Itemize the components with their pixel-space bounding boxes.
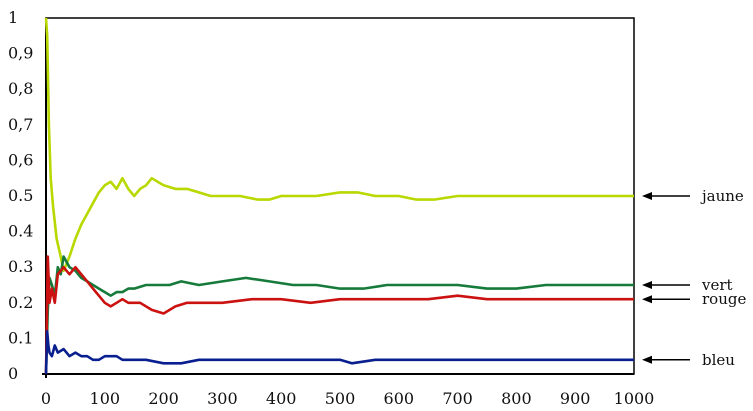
annotation-bleu: bleu [642, 351, 735, 369]
y-tick-label: 0,7 [8, 115, 33, 134]
annotation-rouge: rouge [642, 290, 746, 308]
x-tick-label: 600 [384, 389, 415, 408]
annotation-label: bleu [702, 351, 735, 369]
x-tick-label: 1000 [614, 389, 655, 408]
x-tick-label: 500 [325, 389, 356, 408]
annotation-arrowhead [642, 192, 652, 200]
y-tick-label: 0.5 [8, 186, 33, 205]
annotation-arrowhead [642, 281, 652, 289]
x-tick-label: 100 [90, 389, 121, 408]
x-tick-label: 200 [148, 389, 179, 408]
x-tick-label: 400 [266, 389, 297, 408]
y-tick-label: 0.2 [8, 293, 33, 312]
y-tick-label: 0.4 [8, 222, 33, 241]
y-tick-label: 0 [8, 364, 18, 383]
series-annotations: jaunevertrougebleu [642, 187, 746, 369]
y-tick-label: 0.1 [8, 328, 33, 347]
annotation-arrowhead [642, 295, 652, 303]
axes [42, 18, 634, 378]
annotation-label: jaune [700, 187, 744, 205]
y-tick-label: 0,8 [8, 79, 33, 98]
annotation-jaune: jaune [642, 187, 744, 205]
annotation-arrowhead [642, 356, 652, 364]
x-tick-label: 900 [560, 389, 591, 408]
x-tick-label: 300 [207, 389, 238, 408]
x-tick-label: 700 [442, 389, 473, 408]
x-tick-label: 800 [501, 389, 532, 408]
y-tick-label: 1 [8, 8, 18, 27]
y-tick-label: 0.3 [8, 257, 33, 276]
y-tick-label: 0,6 [8, 150, 33, 169]
x-tick-label: 0 [41, 389, 51, 408]
y-tick-label: 0,9 [8, 44, 33, 63]
annotation-label: rouge [702, 290, 746, 308]
